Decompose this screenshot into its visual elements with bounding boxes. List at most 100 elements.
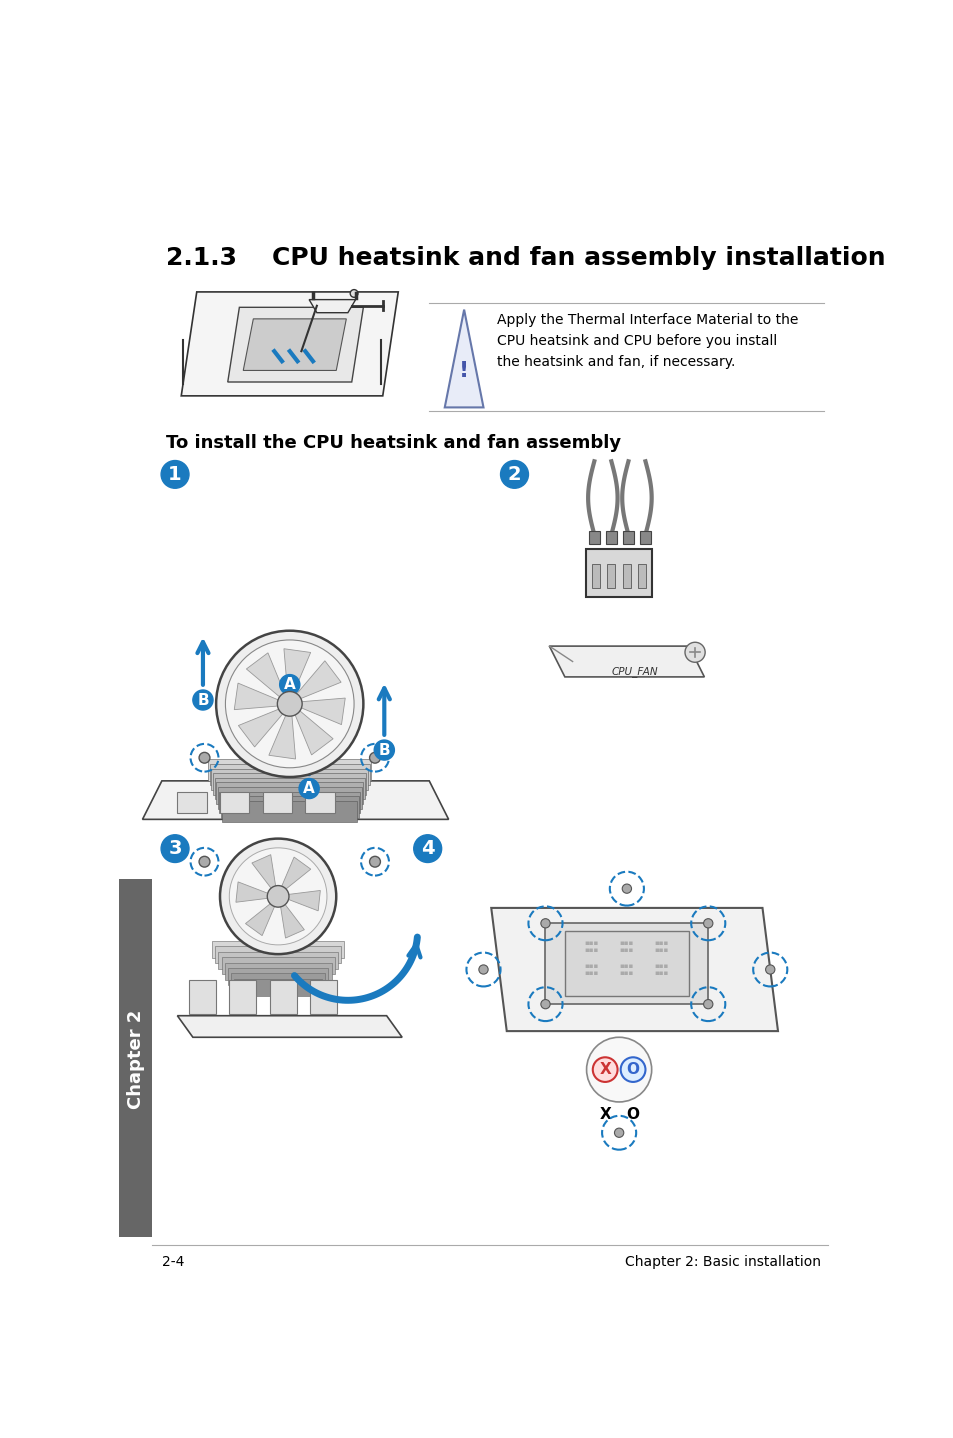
FancyBboxPatch shape: [119, 879, 152, 1237]
Polygon shape: [181, 292, 397, 395]
FancyBboxPatch shape: [208, 759, 371, 781]
Circle shape: [592, 1057, 617, 1081]
Text: 3: 3: [168, 840, 182, 858]
Text: ▪▪▪
▪▪▪: ▪▪▪ ▪▪▪: [619, 940, 634, 953]
Text: CPU_FAN: CPU_FAN: [611, 666, 658, 677]
Polygon shape: [280, 902, 304, 938]
FancyBboxPatch shape: [189, 979, 216, 1014]
FancyBboxPatch shape: [220, 792, 249, 814]
Circle shape: [414, 835, 441, 863]
FancyBboxPatch shape: [210, 764, 369, 785]
Polygon shape: [285, 890, 320, 910]
Circle shape: [684, 643, 704, 663]
Circle shape: [374, 741, 394, 761]
FancyBboxPatch shape: [588, 531, 599, 545]
FancyBboxPatch shape: [215, 946, 340, 963]
Text: X: X: [598, 1107, 611, 1122]
Text: !: !: [458, 361, 469, 381]
FancyBboxPatch shape: [231, 974, 325, 991]
Polygon shape: [294, 709, 333, 755]
Polygon shape: [444, 309, 483, 407]
FancyBboxPatch shape: [220, 797, 358, 818]
FancyBboxPatch shape: [228, 968, 328, 985]
Circle shape: [298, 778, 319, 798]
FancyBboxPatch shape: [218, 952, 337, 969]
Circle shape: [621, 884, 631, 893]
FancyBboxPatch shape: [222, 801, 356, 823]
Text: Apply the Thermal Interface Material to the
CPU heatsink and CPU before you inst: Apply the Thermal Interface Material to …: [497, 313, 798, 368]
Circle shape: [220, 838, 335, 953]
Polygon shape: [228, 308, 363, 383]
Text: B: B: [197, 693, 209, 707]
FancyBboxPatch shape: [213, 774, 366, 795]
Polygon shape: [294, 661, 341, 700]
FancyBboxPatch shape: [585, 549, 652, 597]
Circle shape: [369, 752, 380, 764]
Circle shape: [765, 965, 774, 974]
Text: ▪▪▪
▪▪▪: ▪▪▪ ▪▪▪: [584, 963, 598, 976]
Circle shape: [267, 886, 289, 907]
FancyBboxPatch shape: [224, 962, 332, 979]
Circle shape: [586, 1037, 651, 1102]
Circle shape: [540, 919, 550, 928]
Polygon shape: [280, 857, 311, 892]
Polygon shape: [246, 653, 285, 699]
Text: 2-4: 2-4: [162, 1255, 184, 1270]
FancyBboxPatch shape: [212, 768, 368, 789]
FancyBboxPatch shape: [310, 979, 336, 1014]
Circle shape: [277, 692, 302, 716]
FancyBboxPatch shape: [262, 792, 292, 814]
Text: B: B: [378, 742, 390, 758]
Circle shape: [350, 289, 357, 298]
FancyBboxPatch shape: [592, 564, 599, 588]
Polygon shape: [545, 923, 707, 1004]
Text: A: A: [284, 677, 295, 692]
Polygon shape: [309, 299, 355, 312]
Polygon shape: [549, 646, 703, 677]
Text: 2: 2: [507, 464, 520, 485]
FancyBboxPatch shape: [214, 778, 365, 800]
Circle shape: [216, 631, 363, 777]
Circle shape: [703, 919, 712, 928]
FancyBboxPatch shape: [212, 940, 344, 958]
FancyBboxPatch shape: [177, 792, 207, 814]
Polygon shape: [564, 930, 688, 997]
Polygon shape: [238, 707, 284, 746]
Polygon shape: [298, 697, 345, 725]
FancyBboxPatch shape: [305, 792, 335, 814]
Circle shape: [229, 848, 327, 945]
Polygon shape: [142, 781, 448, 820]
Circle shape: [279, 674, 299, 695]
Text: O: O: [626, 1107, 639, 1122]
Polygon shape: [243, 319, 346, 371]
Circle shape: [161, 835, 189, 863]
Text: X: X: [598, 1063, 611, 1077]
Text: Chapter 2: Chapter 2: [127, 1009, 144, 1109]
Polygon shape: [491, 907, 778, 1031]
Polygon shape: [252, 854, 275, 890]
Text: 1: 1: [168, 464, 182, 485]
Circle shape: [540, 999, 550, 1009]
Polygon shape: [269, 713, 295, 759]
Circle shape: [500, 460, 528, 489]
Text: 4: 4: [420, 840, 434, 858]
Text: A: A: [303, 781, 314, 797]
Polygon shape: [284, 649, 311, 695]
FancyBboxPatch shape: [622, 564, 630, 588]
Circle shape: [703, 999, 712, 1009]
FancyBboxPatch shape: [233, 979, 322, 995]
Text: To install the CPU heatsink and fan assembly: To install the CPU heatsink and fan asse…: [166, 434, 620, 453]
Text: 2.1.3    CPU heatsink and fan assembly installation: 2.1.3 CPU heatsink and fan assembly inst…: [166, 246, 884, 270]
Circle shape: [614, 1129, 623, 1137]
FancyBboxPatch shape: [638, 564, 645, 588]
FancyBboxPatch shape: [219, 792, 360, 814]
FancyBboxPatch shape: [216, 782, 363, 804]
Polygon shape: [235, 881, 271, 902]
Circle shape: [199, 752, 210, 764]
Circle shape: [369, 856, 380, 867]
FancyBboxPatch shape: [270, 979, 296, 1014]
Polygon shape: [245, 902, 275, 936]
FancyBboxPatch shape: [217, 787, 361, 808]
Text: ▪▪▪
▪▪▪: ▪▪▪ ▪▪▪: [654, 963, 668, 976]
Circle shape: [225, 640, 354, 768]
